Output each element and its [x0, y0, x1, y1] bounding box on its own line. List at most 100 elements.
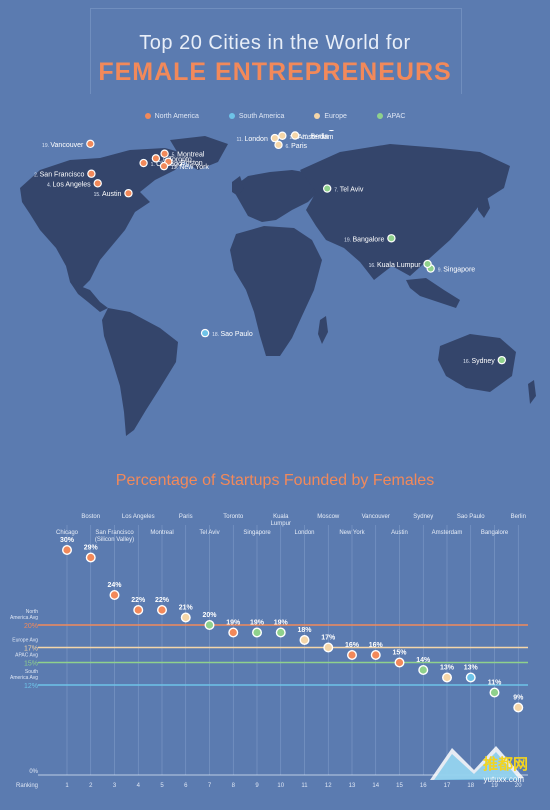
map-city-montreal: 5. Montreal — [160, 149, 205, 159]
city-label: Sydney — [413, 514, 433, 520]
legend-dot-icon — [144, 113, 151, 120]
value-label: 30% — [60, 537, 75, 544]
city-label: Los Angeles — [122, 514, 155, 520]
data-point — [63, 546, 71, 554]
map-city-london: 11. London — [237, 133, 280, 143]
map-city-label: 2. San Francisco — [34, 172, 84, 179]
city-dot — [271, 135, 278, 142]
legend-item-apac: APAC — [376, 113, 405, 120]
watermark-text: 推都网 — [482, 756, 528, 773]
value-label: 20% — [202, 612, 217, 619]
data-point — [110, 591, 119, 599]
map-city-los-angeles: 4. Los Angeles — [47, 179, 102, 188]
x-tick-label: 7 — [208, 783, 212, 789]
city-label: Sao Paulo — [457, 514, 485, 520]
legend: North America South America Europe APAC — [0, 113, 550, 120]
value-label: 16% — [345, 642, 360, 649]
value-label: 16% — [369, 642, 384, 649]
data-point — [87, 553, 95, 562]
data-point — [134, 606, 142, 614]
map-city-label: 18. Sao Paulo — [212, 331, 253, 338]
map-city-label: 6. Paris — [286, 143, 308, 150]
city-label: New York — [339, 530, 365, 536]
x-tick-label: 14 — [372, 783, 379, 789]
map-city-sydney: 16. Sydney — [463, 355, 506, 365]
value-label: 19% — [226, 620, 241, 627]
city-dot — [498, 357, 505, 364]
data-point — [158, 606, 166, 614]
city-dot — [152, 155, 159, 162]
continent-new-zealand — [528, 380, 536, 404]
x-tick-label: 8 — [232, 783, 236, 789]
header: Top 20 Cities in the World for FEMALE EN… — [0, 0, 550, 100]
average-label: North America Avg — [10, 609, 38, 621]
x-tick-label: 18 — [467, 783, 474, 789]
data-point — [419, 666, 427, 674]
city-label: Montreal — [150, 530, 173, 536]
page-title: Top 20 Cities in the World for — [139, 32, 411, 54]
map-city-label: 19. Bangalore — [344, 236, 384, 243]
continent-europe — [232, 170, 322, 222]
continent-australia — [438, 334, 516, 392]
legend-item-south-america: South America — [228, 113, 284, 120]
city-label: Berlin — [511, 514, 526, 520]
data-point — [372, 651, 380, 659]
y-min-label: 0% — [29, 769, 38, 775]
continent-africa — [230, 226, 322, 356]
data-point — [443, 673, 451, 682]
city-label: Toronto — [223, 514, 244, 520]
legend-dot-icon — [314, 113, 321, 120]
x-tick-label: 9 — [255, 783, 259, 789]
city-label: Kuala Lumpur — [271, 514, 291, 527]
x-tick-label: 2 — [89, 783, 93, 789]
average-value: 20% — [24, 623, 38, 630]
x-tick-label: 16 — [420, 783, 427, 789]
city-dot — [275, 141, 282, 148]
city-dot — [388, 235, 395, 242]
map-city-label: 19. Vancouver — [42, 142, 84, 149]
data-point — [253, 628, 261, 637]
x-tick-label: 11 — [301, 783, 308, 789]
average-label: APAC Avg — [15, 653, 38, 659]
continent-greenland — [170, 136, 228, 170]
data-point — [205, 621, 214, 629]
city-dot — [161, 150, 168, 157]
value-label: 19% — [274, 620, 289, 627]
map-city-austin: 15. Austin — [94, 189, 133, 198]
data-point — [467, 673, 475, 682]
legend-item-europe: Europe — [314, 113, 347, 120]
city-dot — [88, 170, 95, 177]
startups-chart: Chicago Boston San Francisco (Silicon Valle… — [10, 514, 528, 789]
map-city-label: 14. Moscow — [338, 130, 373, 132]
x-tick-label: 17 — [444, 783, 451, 789]
map-city-label: 4. Los Angeles — [47, 181, 91, 188]
city-dot — [87, 140, 94, 147]
map-city-san-francisco: 2. San Francisco — [34, 169, 96, 179]
value-label: 17% — [321, 635, 336, 642]
continent-asia — [300, 144, 510, 280]
map-city-sao-paulo: 18. Sao Paulo — [200, 328, 253, 338]
data-point — [348, 651, 356, 659]
chart-title: Percentage of Startups Founded by Female… — [115, 472, 435, 489]
map-city-bangalore: 19. Bangalore — [344, 234, 396, 243]
map-city-tel-aviv: 7. Tel Aviv — [323, 184, 364, 194]
average-label: Europe Avg — [12, 638, 38, 644]
city-label: Singapore — [243, 530, 271, 536]
map-city-label: 20. Berlin — [302, 134, 328, 141]
city-label: Tel Aviv — [199, 530, 219, 536]
data-point — [300, 636, 309, 644]
continent-uk — [232, 176, 244, 196]
data-point — [182, 613, 190, 622]
x-tick-label: 20 — [515, 783, 522, 789]
value-label: 15% — [392, 650, 407, 657]
x-tick-label: 6 — [184, 783, 188, 789]
data-point — [514, 703, 522, 712]
value-label: 22% — [155, 597, 170, 604]
city-label: Vancouver — [362, 514, 390, 520]
world-map: 19. Vancouver 2. San Francisco 4. Los Ange… — [20, 130, 536, 436]
map-city-label: 16. Kuala Lumpur — [369, 262, 422, 269]
city-label: Amsterdam — [432, 530, 463, 536]
x-tick-label: 5 — [160, 783, 164, 789]
map-city-paris: 6. Paris — [274, 140, 308, 150]
city-dot — [94, 180, 101, 187]
